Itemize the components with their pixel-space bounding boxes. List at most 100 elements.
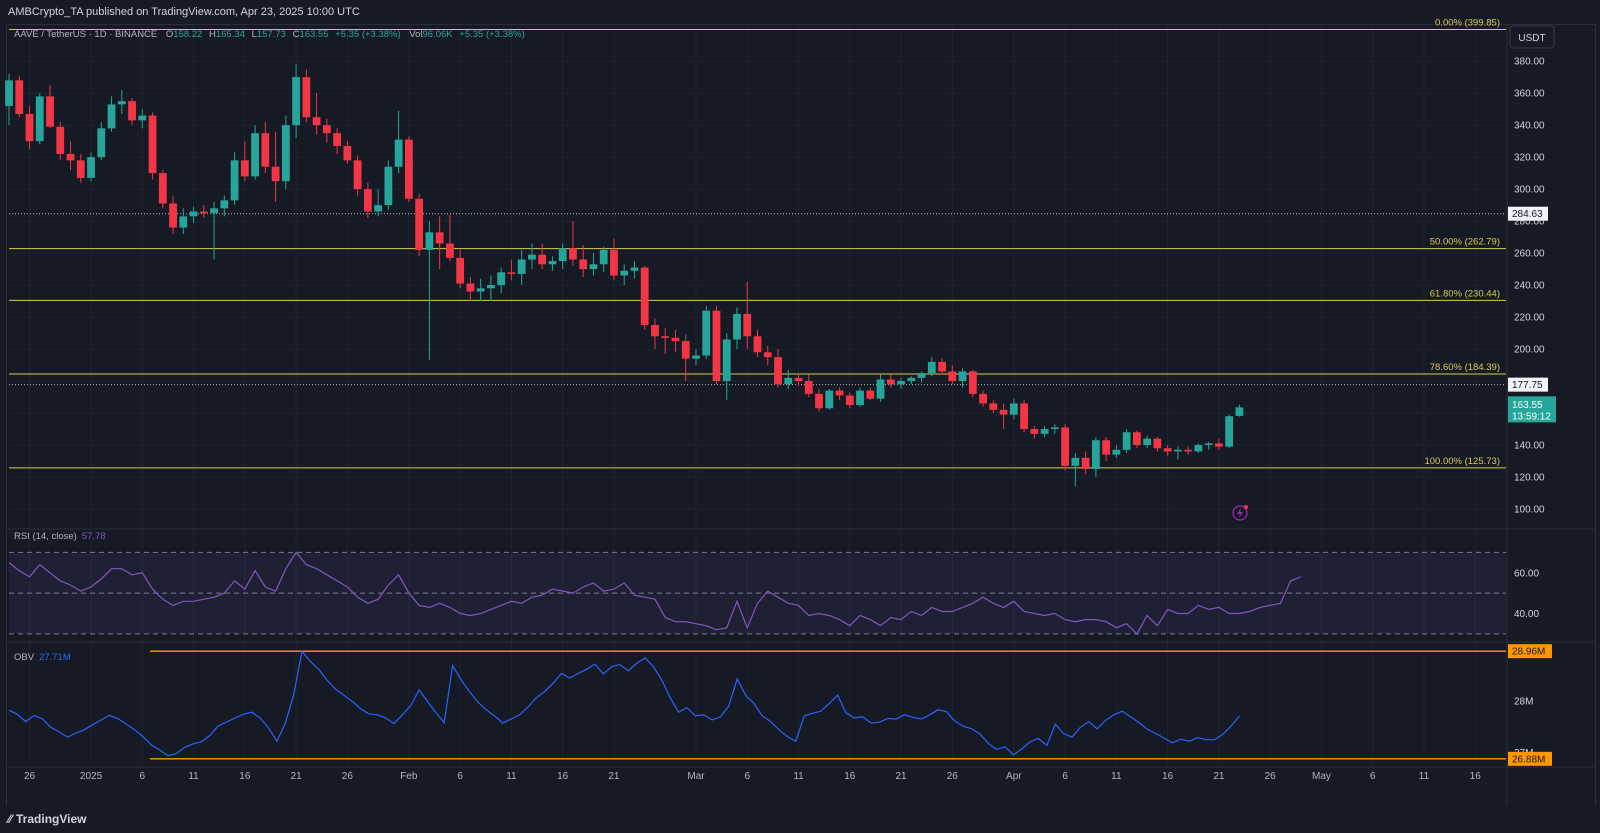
- candle-body: [76, 160, 85, 178]
- x-tick-label: 6: [1370, 771, 1376, 782]
- rsi-tick-label: 60.00: [1514, 568, 1539, 579]
- x-tick-label: 16: [1162, 771, 1174, 782]
- candle-body: [651, 325, 659, 337]
- candle-body: [66, 153, 75, 161]
- candle-body: [46, 96, 54, 127]
- x-tick-label: 2025: [80, 771, 103, 782]
- y-tick-label: 200.00: [1514, 345, 1545, 356]
- candle-body: [271, 166, 280, 182]
- price-line-tag: [1508, 377, 1548, 392]
- candle-body: [1050, 427, 1059, 430]
- y-tick-label: 360.00: [1514, 89, 1545, 100]
- candle-body: [476, 288, 485, 292]
- y-tick-label: 340.00: [1514, 121, 1545, 132]
- candle-body: [1112, 449, 1121, 455]
- candle-body: [528, 254, 536, 260]
- candle-body: [302, 77, 311, 118]
- last-price-tag: [1508, 396, 1556, 423]
- tradingview-logo[interactable]: ⁄⁄ TradingView: [8, 812, 86, 826]
- candle-body: [1132, 432, 1141, 446]
- x-tick-label: Apr: [1006, 771, 1022, 782]
- candle-body: [968, 371, 977, 394]
- candle-body: [35, 96, 44, 142]
- candle-body: [640, 267, 649, 326]
- candle-body: [138, 115, 147, 121]
- candle-body: [15, 80, 24, 114]
- price-line-value: 177.75: [1512, 380, 1543, 391]
- candle-body: [87, 157, 95, 178]
- price-line-tag: [1508, 206, 1548, 221]
- candle-body: [497, 272, 506, 286]
- x-tick-label: 21: [291, 771, 303, 782]
- bar-countdown: 13:59:12: [1512, 411, 1551, 422]
- top-bar: AMBCrypto_TA published on TradingView.co…: [0, 0, 1600, 24]
- x-tick-label: 16: [844, 771, 856, 782]
- candle-body: [189, 211, 198, 217]
- candle-body: [1235, 407, 1244, 416]
- x-tick-label: 26: [342, 771, 354, 782]
- candle-body: [158, 173, 167, 204]
- candle-body: [569, 248, 577, 260]
- currency-button[interactable]: [1509, 25, 1555, 49]
- candle-body: [702, 310, 711, 356]
- chart-svg[interactable]: 26 2025 6 11 16 21 26 Feb 6 11 16 21 Mar 6 11 16 21 26 Apr…: [0, 0, 1600, 806]
- candle-body: [487, 285, 495, 289]
- candle-body: [804, 381, 813, 394]
- x-tick-label: Mar: [687, 771, 705, 782]
- candle-body: [579, 259, 588, 270]
- candle-body: [415, 198, 424, 250]
- candle-body: [56, 126, 65, 154]
- alert-icon[interactable]: [1232, 505, 1248, 521]
- candle-body: [958, 371, 967, 382]
- candle-body: [230, 160, 239, 201]
- y-tick-label: 120.00: [1514, 473, 1545, 484]
- candle-body: [876, 379, 885, 399]
- candle-body: [281, 125, 290, 182]
- x-tick-label: 26: [947, 771, 959, 782]
- x-tick-label: 21: [895, 771, 907, 782]
- candle-body: [1143, 438, 1152, 446]
- candle-body: [1009, 403, 1018, 415]
- candle-body: [610, 249, 618, 276]
- candle-body: [681, 341, 690, 359]
- x-tick-label: May: [1312, 771, 1331, 782]
- currency-label: USDT: [1518, 33, 1545, 44]
- candle-body: [722, 339, 731, 382]
- candle-body: [363, 189, 372, 212]
- candle-body: [835, 390, 844, 396]
- candle-body: [733, 313, 741, 340]
- candle-body: [661, 336, 670, 338]
- candle-body: [1184, 449, 1193, 452]
- candle-body: [210, 208, 218, 214]
- candle-body: [322, 125, 331, 134]
- x-tick-label: 26: [1265, 771, 1277, 782]
- candle-body: [1040, 429, 1049, 434]
- candle-body: [794, 377, 803, 382]
- candle-body: [774, 357, 782, 385]
- candle-body: [1215, 443, 1223, 447]
- candle-body: [343, 145, 352, 161]
- x-tick-label: 11: [506, 771, 517, 782]
- candle-body: [979, 393, 987, 404]
- x-tick-label: 21: [1213, 771, 1225, 782]
- fib-level-label: 61.80% (230.44): [1430, 288, 1500, 299]
- candle-body: [692, 355, 700, 359]
- fib-level-label: 0.00% (399.85): [1435, 17, 1500, 28]
- price-line-value: 284.63: [1512, 209, 1543, 220]
- candle-body: [1153, 438, 1162, 449]
- candle-body: [599, 249, 608, 265]
- candle-body: [907, 377, 916, 382]
- candle-body: [825, 390, 834, 409]
- y-tick-label: 280.00: [1514, 217, 1545, 228]
- last-price-value: 163.55: [1512, 400, 1543, 411]
- rsi-tick-label: 40.00: [1514, 609, 1539, 620]
- candle-body: [1204, 443, 1213, 446]
- candle-body: [845, 395, 854, 406]
- candle-body: [384, 166, 393, 206]
- x-tick-label: 26: [24, 771, 36, 782]
- candle-body: [353, 160, 362, 190]
- symbol-legend: AAVE / TetherUS · 1D · BINANCE O158.22 H…: [14, 29, 525, 40]
- candle-body: [1225, 416, 1234, 447]
- candle-body: [179, 216, 188, 228]
- candle-body: [1071, 457, 1080, 466]
